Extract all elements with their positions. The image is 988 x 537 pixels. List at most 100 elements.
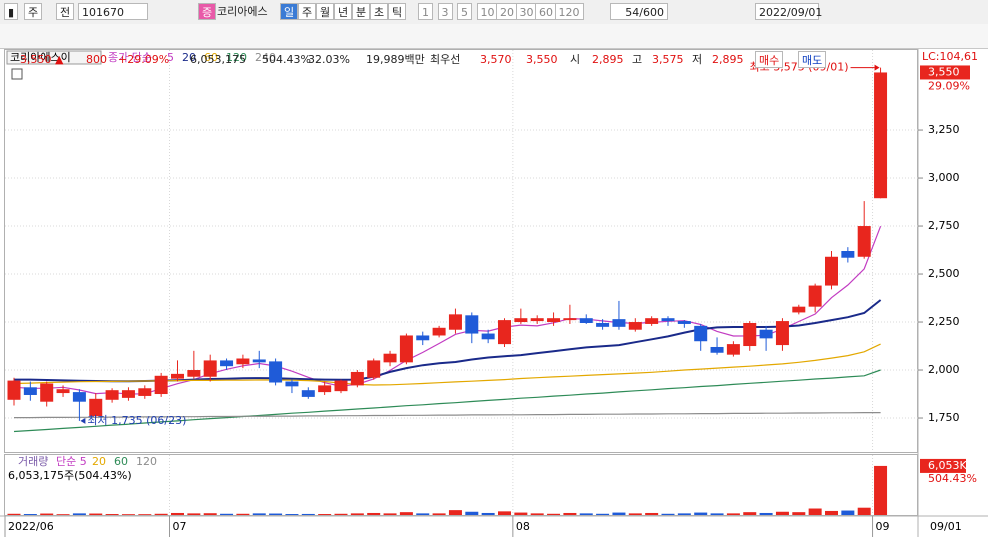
candle-body: [89, 398, 103, 417]
buy-button[interactable]: 매수: [755, 51, 784, 68]
volume-bar: [269, 513, 283, 515]
period-button[interactable]: 월: [316, 3, 335, 20]
period-button[interactable]: 일: [280, 3, 299, 20]
interval-button[interactable]: 5: [457, 3, 472, 20]
candle-body: [661, 318, 675, 322]
volume-bar: [775, 511, 789, 515]
volume-bar: [236, 513, 250, 515]
candle-body: [23, 387, 37, 395]
legend-entry: 240: [255, 51, 276, 64]
interval-button[interactable]: 120: [554, 3, 584, 20]
volume-legend-entry: 60: [114, 455, 128, 468]
volume-legend-entry: 20: [92, 455, 106, 468]
volume-bar: [448, 510, 462, 515]
candle-body: [547, 318, 561, 323]
volume-ratio: 504.43%: [262, 53, 311, 66]
y-tick-label: 1,750: [928, 411, 960, 424]
volume-bar: [808, 508, 822, 515]
last-volume-box: [920, 458, 966, 473]
candle-body: [187, 370, 201, 377]
prev-button[interactable]: 전: [56, 3, 75, 20]
candle-body: [465, 315, 479, 334]
chart-bg: [0, 48, 988, 537]
lc-label: LC:104,61: [922, 50, 978, 63]
candle-body: [775, 321, 789, 346]
x-tick-label: 09: [876, 520, 890, 533]
change-label: 29.09%: [928, 79, 970, 92]
open-label: 시: [570, 53, 581, 66]
last-price-box: [920, 65, 970, 80]
volume-bar: [23, 514, 37, 515]
low: 2,895: [712, 53, 744, 66]
ask: 3,570: [480, 53, 512, 66]
high-label: 고: [632, 53, 643, 66]
amount: 19,989백만: [366, 53, 425, 66]
volume: 6,053,175: [190, 53, 246, 66]
period-button[interactable]: 분: [352, 3, 371, 20]
volume-bar: [89, 513, 103, 515]
candle-body: [808, 285, 822, 307]
stock-code[interactable]: 101670: [78, 3, 148, 20]
interval-button[interactable]: 1: [418, 3, 433, 20]
candle-body: [285, 381, 299, 387]
date[interactable]: 2022/09/01: [755, 3, 822, 20]
y-tick-label: 2,000: [928, 363, 960, 376]
volume-bar: [596, 513, 610, 515]
candle-body: [154, 375, 168, 395]
volume-bar: [628, 513, 642, 515]
legend-entry: 60: [204, 51, 218, 64]
volume-bar: [318, 514, 332, 515]
change-pct: +29.09%: [118, 53, 170, 66]
bid: 3,550: [526, 53, 558, 66]
volume-bar: [220, 513, 234, 515]
candle-body: [448, 314, 462, 330]
y-tick-label: 3,000: [928, 171, 960, 184]
volume-bar: [547, 513, 561, 515]
low-label: 저: [692, 53, 703, 66]
interval-button[interactable]: 10: [476, 3, 499, 20]
volume-bar: [825, 510, 838, 515]
volume-bar: [694, 512, 708, 515]
stock-type[interactable]: 주: [24, 3, 43, 20]
y-tick-label: 2,250: [928, 315, 960, 328]
candle-body: [367, 360, 381, 378]
volume-bar: [40, 513, 54, 515]
interval-button[interactable]: 3: [437, 3, 453, 20]
turnover: 32.03%: [308, 53, 350, 66]
stock-label: 코리아에스이: [10, 51, 71, 64]
volume-bar: [203, 513, 217, 515]
period-button[interactable]: 틱: [388, 3, 407, 20]
candle-body: [318, 385, 332, 393]
legend-entry: 5: [167, 51, 174, 64]
candle-body: [596, 322, 610, 327]
volume-bar: [759, 512, 773, 515]
interval-button[interactable]: 60: [535, 3, 557, 20]
volume-bar: [154, 513, 168, 515]
volume-legend-entry: 단순 5: [56, 455, 87, 468]
candle-body: [710, 346, 724, 353]
icon[interactable]: [11, 68, 23, 80]
candle-body: [56, 389, 70, 394]
chart-type[interactable]: ▮: [4, 3, 19, 20]
count[interactable]: 54/600: [610, 3, 668, 20]
low-note: 최저 1,735 (06/23): [87, 414, 186, 427]
period-button[interactable]: 년: [334, 3, 353, 20]
volume-bar: [416, 513, 430, 515]
volume-bar: [334, 513, 348, 515]
volume-bar: [726, 513, 740, 515]
volume-legend-entry: 120: [136, 455, 157, 468]
candle-body: [399, 335, 413, 363]
period-button[interactable]: 초: [370, 3, 389, 20]
period-button[interactable]: 주: [298, 3, 317, 20]
high-arrow-head: [874, 64, 880, 71]
volume-ratio-label: 504.43%: [928, 472, 977, 485]
volume-bar: [432, 513, 446, 515]
volume-bar: [171, 512, 184, 515]
volume-bar: [138, 514, 152, 515]
candle-body: [269, 361, 283, 383]
candle-body: [579, 318, 593, 323]
sell-button[interactable]: 매도: [798, 51, 827, 68]
x-tick-label: 07: [173, 520, 187, 533]
